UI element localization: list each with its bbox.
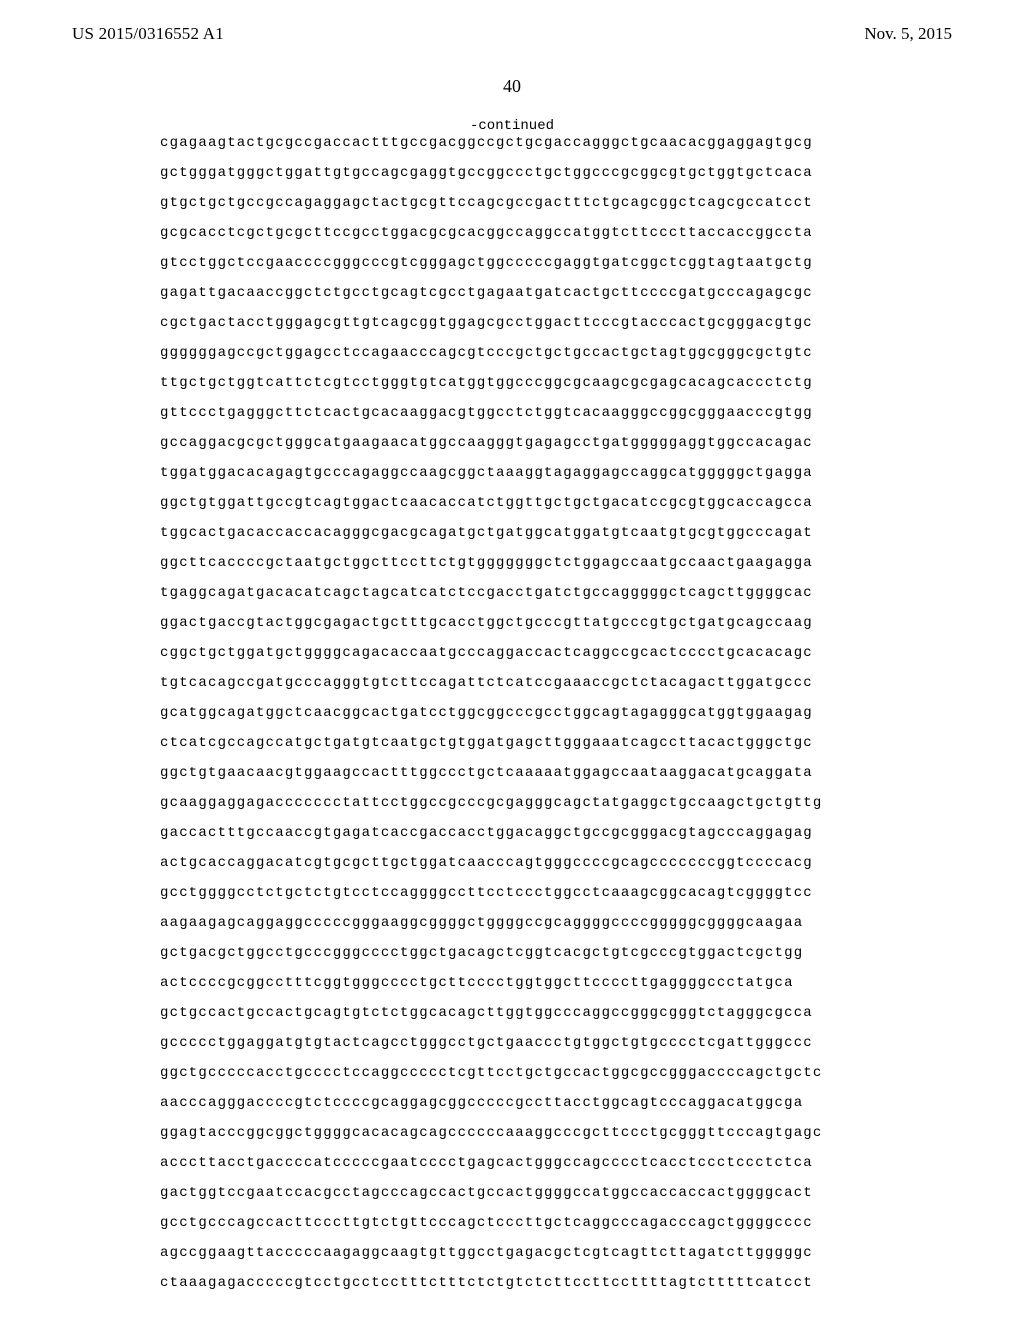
sequence-line: ttgctgctggtcattctcgtcctgggtgtcatggtggccc… xyxy=(160,376,864,390)
sequence-line: tgaggcagatgacacatcagctagcatcatctccgacctg… xyxy=(160,586,864,600)
sequence-line: gagattgacaaccggctctgcctgcagtcgcctgagaatg… xyxy=(160,286,864,300)
sequence-line: gaccactttgccaaccgtgagatcaccgaccacctggaca… xyxy=(160,826,864,840)
continued-label: -continued xyxy=(0,118,1024,134)
sequence-line: gactggtccgaatccacgcctagcccagccactgccactg… xyxy=(160,1186,864,1200)
sequence-line: ggctgcccccacctgcccctccaggccccctcgttcctgc… xyxy=(160,1066,864,1080)
publication-date: Nov. 5, 2015 xyxy=(864,24,952,44)
sequence-line: ctaaagagacccccgtcctgcctcctttctttctctgtct… xyxy=(160,1276,864,1290)
sequence-line: gctgggatgggctggattgtgccagcgaggtgccggccct… xyxy=(160,166,864,180)
sequence-line: ggcttcaccccgctaatgctggcttccttctgtggggggg… xyxy=(160,556,864,570)
sequence-line: cgagaagtactgcgccgaccactttgccgacggccgctgc… xyxy=(160,136,864,150)
sequence-line: cggctgctggatgctggggcagacaccaatgcccaggacc… xyxy=(160,646,864,660)
sequence-line: gtgctgctgccgccagaggagctactgcgttccagcgccg… xyxy=(160,196,864,210)
sequence-line: tggatggacacagagtgcccagaggccaagcggctaaagg… xyxy=(160,466,864,480)
sequence-line: ctcatcgccagccatgctgatgtcaatgctgtggatgagc… xyxy=(160,736,864,750)
sequence-line: ggagtacccggcggctggggcacacagcagccccccaaag… xyxy=(160,1126,864,1140)
sequence-line: gcctggggcctctgctctgtcctccaggggccttcctccc… xyxy=(160,886,864,900)
sequence-line: gttccctgagggcttctcactgcacaaggacgtggcctct… xyxy=(160,406,864,420)
sequence-line: gcaaggaggagaccccccctattcctggccgcccgcgagg… xyxy=(160,796,864,810)
sequence-line: gcatggcagatggctcaacggcactgatcctggcggcccg… xyxy=(160,706,864,720)
sequence-line: ggactgaccgtactggcgagactgctttgcacctggctgc… xyxy=(160,616,864,630)
sequence-line: gcctgcccagccacttcccttgtctgttcccagctccctt… xyxy=(160,1216,864,1230)
sequence-line: ggggggagccgctggagcctccagaacccagcgtcccgct… xyxy=(160,346,864,360)
sequence-line: actccccgcggcctttcggtgggcccctgcttcccctggt… xyxy=(160,976,864,990)
sequence-line: tgtcacagccgatgcccagggtgtcttccagattctcatc… xyxy=(160,676,864,690)
sequence-line: gccccctggaggatgtgtactcagcctgggcctgctgaac… xyxy=(160,1036,864,1050)
sequence-line: gccaggacgcgctgggcatgaagaacatggccaagggtga… xyxy=(160,436,864,450)
sequence-line: gctgccactgccactgcagtgtctctggcacagcttggtg… xyxy=(160,1006,864,1020)
sequence-line: agccggaagttacccccaagaggcaagtgttggcctgaga… xyxy=(160,1246,864,1260)
sequence-line: ggctgtggattgccgtcagtggactcaacaccatctggtt… xyxy=(160,496,864,510)
sequence-line: ggctgtgaacaacgtggaagccactttggccctgctcaaa… xyxy=(160,766,864,780)
sequence-line: gctgacgctggcctgcccgggcccctggctgacagctcgg… xyxy=(160,946,864,960)
page: US 2015/0316552 A1 Nov. 5, 2015 40 -cont… xyxy=(0,0,1024,1320)
page-number: 40 xyxy=(0,76,1024,97)
sequence-block: cgagaagtactgcgccgaccactttgccgacggccgctgc… xyxy=(160,136,864,1306)
sequence-line: cgctgactacctgggagcgttgtcagcggtggagcgcctg… xyxy=(160,316,864,330)
sequence-line: gcgcacctcgctgcgcttccgcctggacgcgcacggccag… xyxy=(160,226,864,240)
sequence-line: tggcactgacaccaccacagggcgacgcagatgctgatgg… xyxy=(160,526,864,540)
publication-number: US 2015/0316552 A1 xyxy=(72,24,224,44)
sequence-line: aagaagagcaggaggcccccgggaaggcggggctggggcc… xyxy=(160,916,864,930)
sequence-line: aacccagggaccccgtctccccgcaggagcggcccccgcc… xyxy=(160,1096,864,1110)
sequence-line: gtcctggctccgaaccccgggcccgtcgggagctggcccc… xyxy=(160,256,864,270)
sequence-line: acccttacctgaccccatcccccgaatcccctgagcactg… xyxy=(160,1156,864,1170)
sequence-line: actgcaccaggacatcgtgcgcttgctggatcaacccagt… xyxy=(160,856,864,870)
